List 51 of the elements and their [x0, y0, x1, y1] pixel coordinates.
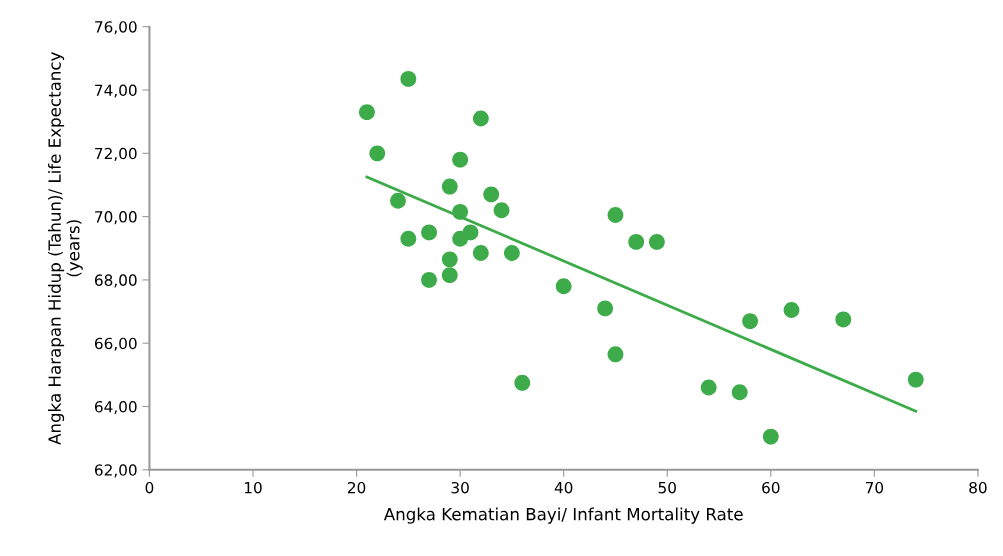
point — [452, 203, 469, 220]
x-axis-title: Angka Kematian Bayi/ Infant Mortality Rate — [383, 507, 743, 524]
point — [452, 151, 469, 168]
point — [421, 224, 437, 241]
y-tick-label: 62,00 — [94, 464, 137, 478]
point — [441, 267, 458, 284]
point — [369, 145, 386, 162]
point — [503, 245, 520, 261]
x-tick-label: 80 — [969, 481, 987, 494]
point — [483, 186, 500, 203]
point — [555, 278, 572, 295]
point — [462, 224, 479, 241]
point — [628, 234, 645, 250]
point — [907, 371, 924, 388]
y-tick-label: 66,00 — [94, 337, 137, 351]
point — [731, 384, 748, 401]
point — [783, 302, 800, 318]
point — [441, 251, 458, 268]
point — [597, 300, 614, 317]
y-tick-label: 74,00 — [95, 84, 137, 98]
x-tick-label: 60 — [762, 481, 780, 494]
point — [493, 202, 510, 219]
point — [762, 428, 779, 445]
x-tick-label: 50 — [658, 481, 676, 494]
point — [472, 245, 489, 261]
point — [472, 110, 489, 127]
point — [400, 71, 417, 87]
y-tick-label: 72,00 — [95, 147, 137, 161]
point — [441, 178, 458, 195]
y-tick-label: 76,00 — [95, 21, 137, 35]
x-tick-label: 40 — [554, 481, 573, 494]
point — [700, 379, 717, 396]
y-tick-label: 64,00 — [94, 400, 137, 415]
x-tick-label: 10 — [244, 481, 262, 494]
point — [359, 104, 375, 121]
x-tick-label: 70 — [865, 481, 884, 494]
point — [607, 207, 624, 223]
y-tick-label: 68,00 — [94, 274, 137, 288]
point — [607, 346, 624, 363]
point — [742, 313, 759, 329]
y-axis-title: Angka Harapan Hidup (Tahun)/ Life Expectancy (years) — [48, 52, 83, 445]
point — [648, 234, 665, 250]
x-tick-label: 30 — [451, 481, 469, 494]
x-tick-label: 0 — [145, 481, 154, 494]
x-tick-label: 20 — [347, 481, 366, 494]
point — [390, 192, 406, 209]
point — [421, 271, 437, 288]
point — [514, 374, 531, 391]
point — [400, 230, 417, 247]
y-tick-label: 70,00 — [95, 211, 137, 225]
point — [835, 311, 852, 328]
